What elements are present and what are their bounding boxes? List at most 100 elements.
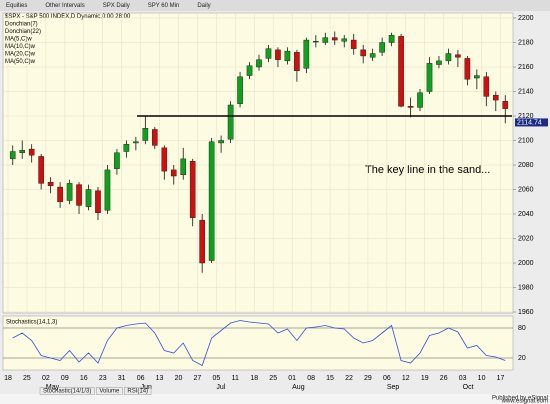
stochastic-tick-label: 80 bbox=[518, 325, 526, 332]
x-tick-label: 01 bbox=[288, 375, 296, 382]
y-tick-label: 2000 bbox=[518, 260, 534, 267]
candle-body bbox=[275, 49, 281, 60]
candle-body bbox=[246, 65, 253, 76]
x-tick-label: 29 bbox=[364, 375, 372, 382]
y-tick-label: 2160 bbox=[518, 64, 534, 71]
last-price-label: 2114.74 bbox=[517, 119, 542, 126]
indicator-label: Donchian(22) bbox=[5, 29, 41, 35]
x-tick-label: 17 bbox=[497, 375, 505, 382]
footer-bar bbox=[0, 394, 550, 404]
candle-body bbox=[38, 156, 44, 184]
toolbar-item: SPX Daily bbox=[103, 3, 130, 9]
candle-body bbox=[161, 147, 168, 172]
x-tick-label: 10 bbox=[478, 375, 486, 382]
toolbar bbox=[0, 0, 550, 11]
candle-body bbox=[492, 94, 499, 101]
month-label: Jul bbox=[216, 384, 225, 391]
x-tick-label: 02 bbox=[42, 375, 50, 382]
x-tick-label: 09 bbox=[61, 375, 69, 382]
x-tick-label: 19 bbox=[421, 375, 429, 382]
candle-body bbox=[407, 105, 414, 108]
footer-site: www.esignal.com bbox=[501, 399, 548, 404]
candle-body bbox=[350, 39, 357, 49]
candle-body bbox=[502, 101, 509, 109]
toolbar-item: SPY 60 Min bbox=[148, 3, 180, 9]
toolbar-item: Equities bbox=[6, 3, 27, 9]
x-tick-label: 05 bbox=[212, 375, 220, 382]
candle-body bbox=[322, 37, 329, 43]
y-tick-label: 2120 bbox=[518, 113, 534, 120]
panel-tab: Stochastic(14/1/3) bbox=[43, 389, 91, 395]
y-tick-label: 2140 bbox=[518, 88, 534, 95]
candle-body bbox=[170, 169, 177, 177]
x-tick-label: 25 bbox=[23, 375, 31, 382]
x-tick-label: 16 bbox=[80, 375, 88, 382]
candle-body bbox=[256, 59, 262, 68]
candle-body bbox=[265, 48, 272, 59]
stochastic-label: Stochastics(14,1,3) bbox=[6, 320, 57, 326]
candle-body bbox=[483, 76, 490, 97]
y-tick-label: 2040 bbox=[518, 211, 534, 218]
candle-body bbox=[57, 186, 63, 202]
y-tick-label: 2100 bbox=[518, 137, 534, 144]
x-tick-label: 03 bbox=[459, 375, 467, 382]
y-tick-label: 1960 bbox=[518, 309, 534, 316]
y-tick-label: 2020 bbox=[518, 235, 534, 242]
candle-body bbox=[379, 42, 385, 53]
x-tick-label: 26 bbox=[440, 375, 448, 382]
x-tick-label: 22 bbox=[345, 375, 353, 382]
candle-body bbox=[360, 49, 366, 57]
candle-body bbox=[303, 39, 310, 69]
candle-body bbox=[218, 140, 224, 144]
candle-body bbox=[208, 141, 215, 261]
y-tick-label: 2200 bbox=[518, 15, 534, 22]
x-tick-label: 15 bbox=[326, 375, 334, 382]
x-tick-label: 27 bbox=[194, 375, 202, 382]
indicator-label: MA(50,C)w bbox=[5, 59, 36, 65]
x-tick-label: 20 bbox=[175, 375, 183, 382]
candle-body bbox=[426, 63, 433, 92]
indicator-label: MA(20,C)w bbox=[5, 52, 36, 58]
toolbar-item: Other Intervals bbox=[45, 3, 84, 9]
candle-body bbox=[474, 75, 480, 79]
candle-body bbox=[180, 158, 187, 176]
y-tick-label: 2060 bbox=[518, 186, 534, 193]
last-price-box bbox=[515, 118, 548, 127]
candle-body bbox=[19, 150, 26, 153]
candle-body bbox=[417, 92, 423, 108]
candle-body bbox=[9, 151, 16, 160]
month-label: Oct bbox=[463, 384, 474, 391]
candle-body bbox=[227, 104, 234, 140]
candle-body bbox=[445, 53, 452, 62]
x-tick-label: 18 bbox=[250, 375, 258, 382]
panel-tab: RSI(14) bbox=[127, 389, 148, 395]
chart-title: $SPX - S&P 500 INDEX,D Dynamic,0:00 28:0… bbox=[5, 14, 131, 20]
candle-body bbox=[114, 152, 120, 169]
candle-body bbox=[85, 189, 92, 207]
candle-body bbox=[76, 184, 82, 206]
candle-body bbox=[331, 37, 338, 41]
candle-body bbox=[28, 148, 35, 156]
candle-body bbox=[436, 60, 442, 65]
footer-publisher: Published by eSignal bbox=[492, 396, 548, 402]
candle-body bbox=[104, 169, 111, 211]
candle-body bbox=[313, 41, 319, 43]
stochastic-tick-label: 20 bbox=[518, 355, 526, 362]
candle-body bbox=[341, 38, 348, 42]
candle-body bbox=[464, 58, 471, 80]
candle-body bbox=[189, 161, 196, 218]
candle-body bbox=[369, 53, 376, 58]
panel-tab-box bbox=[96, 387, 123, 395]
candle-body bbox=[95, 190, 101, 213]
month-label: Aug bbox=[292, 384, 305, 391]
candle-body bbox=[47, 181, 54, 187]
candle-body bbox=[66, 183, 73, 201]
panel-tab-box bbox=[124, 387, 152, 395]
indicator-label: Donchian(7) bbox=[5, 22, 38, 28]
panel-tab: Volume bbox=[99, 389, 120, 395]
y-tick-label: 2080 bbox=[518, 162, 534, 169]
x-tick-label: 08 bbox=[307, 375, 315, 382]
x-tick-label: 25 bbox=[269, 375, 277, 382]
candle-body bbox=[284, 50, 291, 62]
